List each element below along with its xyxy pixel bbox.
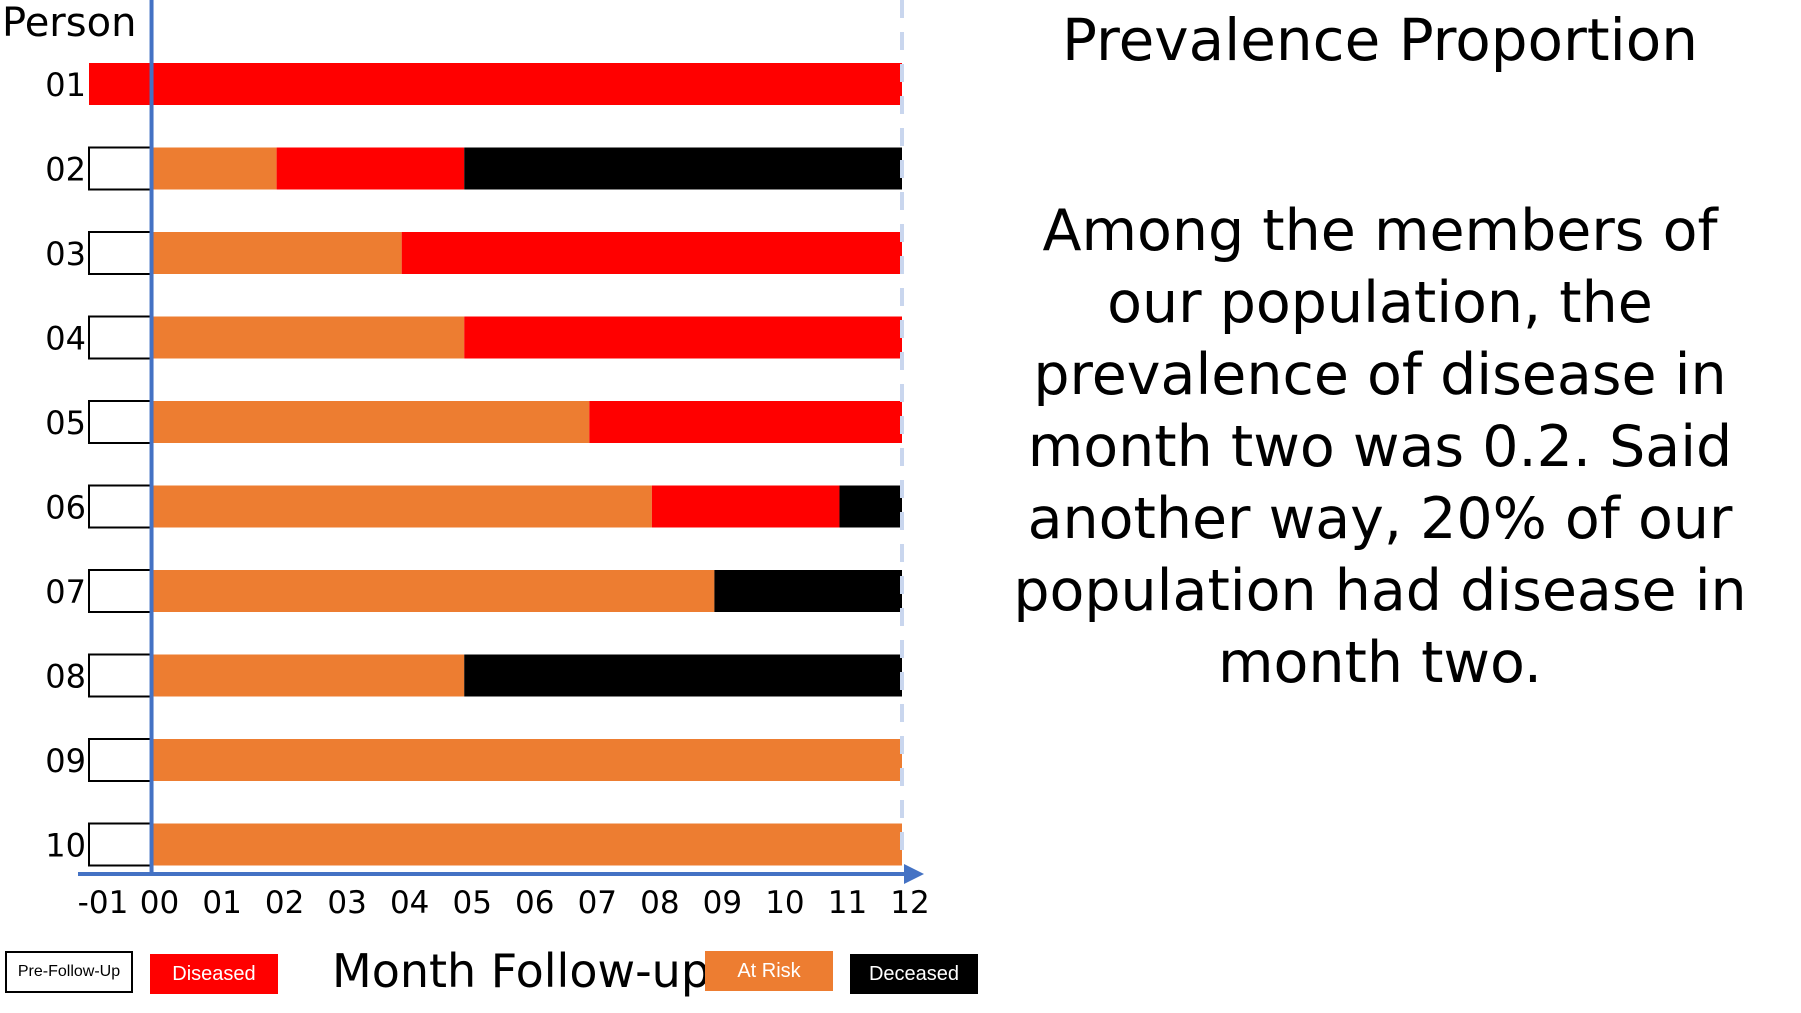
bar-segment-person-08-0 (88, 653, 153, 698)
y-tick-label: 04 (45, 320, 86, 358)
bar-segment-person-06-2 (651, 485, 840, 528)
bar-segment-person-02-2 (276, 147, 465, 190)
x-tick-label: 01 (202, 885, 241, 921)
legend-at-risk: At Risk (705, 951, 833, 991)
bar-segment-person-08-2 (464, 654, 902, 697)
bar-segment-person-01-0 (89, 63, 902, 105)
y-tick-label: 05 (45, 404, 86, 442)
x-tick-label: 04 (390, 885, 429, 921)
bar-segment-person-06-3 (839, 485, 902, 528)
y-tick-label: 03 (45, 235, 86, 273)
x-axis-title: Month Follow-up (332, 944, 711, 998)
y-axis-title: Person (2, 0, 136, 46)
bar-segment-person-02-0 (88, 146, 153, 191)
bar-segment-person-03-2 (401, 232, 902, 274)
bar-segment-person-03-0 (88, 231, 153, 275)
bar-segment-person-02-3 (464, 147, 902, 190)
y-tick-label: 08 (45, 658, 86, 696)
x-tick-label: 11 (828, 885, 867, 921)
x-tick-label: 03 (327, 885, 366, 921)
x-tick-label: 07 (578, 885, 617, 921)
x-tick-label: 00 (140, 885, 179, 921)
panel-body-text: Among the members of our population, the… (1013, 198, 1747, 696)
x-tick-label: 06 (515, 885, 554, 921)
x-tick-label: 08 (640, 885, 679, 921)
y-tick-label: 06 (45, 489, 86, 527)
legend-pre-follow-up: Pre-Follow-Up (5, 951, 133, 993)
x-axis-arrow (904, 864, 924, 884)
follow-up-chart: 01 02 03 04 05 06 07 08 09 10 -01 00 01 02 03 04 05 06 07 0… (2, 0, 930, 921)
bar-segment-person-08-1 (151, 654, 465, 697)
x-tick-label: 09 (703, 885, 742, 921)
legend-pre-follow-up-label: Pre-Follow-Up (17, 963, 121, 980)
y-tick-label: 07 (45, 573, 86, 611)
y-tick-label: 10 (45, 827, 86, 865)
x-tick-label: 05 (453, 885, 492, 921)
bar-segment-person-02-1 (151, 147, 277, 190)
bar-segment-person-04-0 (88, 315, 153, 360)
bar-segment-person-09-0 (88, 738, 153, 782)
legend-diseased-label: Diseased (172, 962, 256, 985)
y-tick-label: 01 (45, 66, 86, 104)
bar-segment-person-06-0 (88, 484, 153, 529)
bar-segment-person-05-1 (151, 401, 590, 443)
x-tick-label: 10 (765, 885, 804, 921)
y-tick-label: 09 (45, 742, 86, 780)
bar-segment-person-03-1 (151, 232, 402, 274)
y-tick-label: 02 (45, 151, 86, 189)
legend-deceased: Deceased (850, 954, 978, 994)
legend-deceased-label: Deceased (868, 962, 960, 985)
bar-segment-person-09-1 (151, 739, 903, 781)
bar-segment-person-10-0 (88, 822, 153, 867)
bar-segment-person-10-1 (151, 823, 903, 866)
bar-segment-person-07-1 (151, 570, 715, 612)
legend-at-risk-label: At Risk (737, 959, 801, 982)
x-tick-label: 02 (265, 885, 304, 921)
x-tick-label: -01 (78, 885, 129, 921)
legend-diseased: Diseased (150, 954, 278, 994)
bar-segment-person-06-1 (151, 485, 652, 528)
bar-segment-person-05-0 (88, 400, 153, 444)
bar-segment-person-04-1 (151, 316, 465, 359)
bar-segment-person-05-2 (589, 401, 902, 443)
bar-segment-person-04-2 (464, 316, 902, 359)
panel-title: Prevalence Proportion (1062, 6, 1698, 74)
bar-segment-person-07-0 (88, 569, 153, 613)
x-tick-label: 12 (890, 885, 929, 921)
bar-segment-person-07-2 (714, 570, 902, 612)
